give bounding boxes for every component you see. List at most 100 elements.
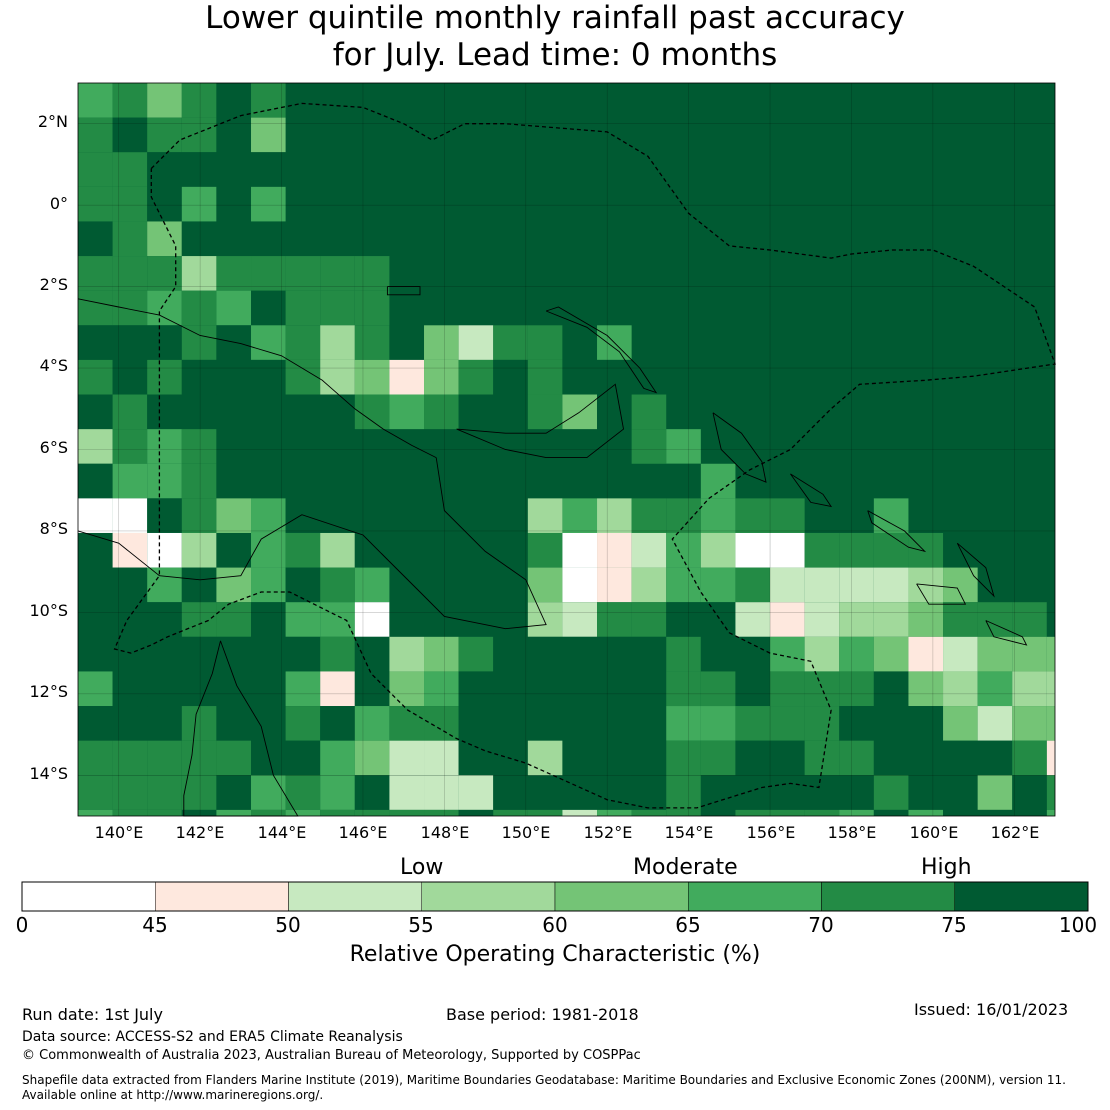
accuracy-cell — [216, 706, 252, 741]
accuracy-cell — [735, 498, 771, 533]
accuracy-cell — [320, 775, 355, 810]
accuracy-cell — [631, 429, 667, 464]
accuracy-cell — [147, 809, 182, 816]
accuracy-cell — [597, 359, 632, 395]
accuracy-cell — [354, 706, 390, 741]
accuracy-cell — [424, 706, 459, 741]
accuracy-cell — [770, 532, 805, 568]
accuracy-cell — [112, 671, 148, 707]
accuracy-cell — [251, 706, 286, 741]
lon-label: 144°E — [257, 823, 307, 842]
accuracy-cell — [147, 463, 182, 499]
accuracy-cell — [943, 740, 978, 776]
accuracy-cell — [251, 567, 286, 603]
accuracy-cell — [251, 532, 286, 568]
accuracy-cell — [181, 706, 217, 741]
accuracy-cell — [354, 394, 390, 430]
accuracy-cell — [527, 602, 563, 637]
accuracy-cell — [216, 463, 252, 499]
accuracy-cell — [112, 117, 148, 153]
accuracy-cell — [181, 429, 217, 464]
accuracy-cell — [320, 602, 355, 637]
accuracy-cell — [320, 325, 355, 360]
accuracy-cell — [78, 740, 113, 776]
accuracy-cell — [562, 532, 598, 568]
accuracy-cell — [354, 740, 390, 776]
lat-label: 6°S — [39, 438, 68, 457]
coastline-makira — [985, 620, 1028, 646]
accuracy-cell — [389, 636, 425, 672]
accuracy-cell — [908, 636, 944, 672]
accuracy-cell — [251, 152, 286, 187]
accuracy-cell — [977, 636, 1013, 672]
accuracy-cell — [285, 429, 321, 464]
accuracy-cell — [389, 671, 425, 707]
accuracy-cell — [181, 567, 217, 603]
accuracy-cell — [112, 463, 148, 499]
accuracy-cell — [943, 775, 978, 810]
accuracy-cell — [804, 775, 840, 810]
accuracy-cell — [666, 636, 701, 672]
accuracy-cell — [112, 221, 148, 257]
accuracy-cell — [908, 602, 944, 637]
accuracy-cell — [112, 706, 148, 741]
shapefile-credit: Shapefile data extracted from Flanders M… — [22, 1073, 1066, 1087]
accuracy-cell — [631, 706, 667, 741]
lat-label: 4°S — [39, 356, 68, 375]
accuracy-cell — [977, 602, 1013, 637]
accuracy-cell — [631, 394, 667, 430]
accuracy-cell — [631, 740, 667, 776]
accuracy-cell — [389, 325, 425, 360]
coastline-santa-isabel — [867, 510, 927, 553]
colorbar-tick: 70 — [808, 913, 834, 937]
category-moderate: Moderate — [633, 855, 738, 880]
accuracy-cell — [389, 394, 425, 430]
accuracy-cell — [251, 394, 286, 430]
accuracy-cell — [354, 636, 390, 672]
colorbar-tick: 45 — [142, 913, 168, 937]
accuracy-cell — [493, 671, 528, 707]
accuracy-cell — [78, 359, 113, 395]
accuracy-cell — [908, 706, 944, 741]
accuracy-cell — [216, 567, 252, 603]
lon-label: 152°E — [583, 823, 633, 842]
accuracy-cell — [424, 325, 459, 360]
accuracy-cell — [873, 809, 909, 816]
accuracy-cell — [389, 706, 425, 741]
accuracy-cell — [597, 809, 632, 816]
accuracy-cell — [285, 809, 321, 816]
shapefile-url: Available online at http://www.marinereg… — [22, 1088, 324, 1102]
colorbar-tick: 60 — [542, 913, 568, 937]
accuracy-cell — [700, 706, 736, 741]
accuracy-cell — [1046, 740, 1055, 776]
accuracy-cell — [493, 706, 528, 741]
accuracy-cell — [700, 602, 736, 637]
accuracy-cell — [112, 359, 148, 395]
accuracy-cell — [320, 290, 355, 326]
accuracy-cell — [251, 775, 286, 810]
accuracy-cell — [943, 602, 978, 637]
accuracy-cell — [700, 636, 736, 672]
accuracy-cell — [839, 671, 874, 707]
accuracy-cell — [562, 359, 598, 395]
accuracy-cell — [839, 740, 874, 776]
accuracy-cell — [285, 325, 321, 360]
accuracy-cell — [147, 152, 182, 187]
accuracy-cell — [666, 602, 701, 637]
accuracy-cell — [181, 740, 217, 776]
accuracy-cell — [78, 394, 113, 430]
accuracy-cell — [527, 532, 563, 568]
accuracy-cell — [839, 602, 874, 637]
accuracy-cell — [458, 809, 494, 816]
accuracy-cell — [181, 775, 217, 810]
accuracy-cell — [493, 809, 528, 816]
accuracy-cell — [458, 740, 494, 776]
accuracy-cell — [562, 636, 598, 672]
accuracy-cell — [251, 671, 286, 707]
accuracy-cell — [216, 256, 252, 291]
coastline-malaita — [956, 542, 995, 598]
accuracy-cell — [631, 498, 667, 533]
lon-label: 154°E — [664, 823, 714, 842]
accuracy-cell — [285, 256, 321, 291]
accuracy-cell — [700, 498, 736, 533]
